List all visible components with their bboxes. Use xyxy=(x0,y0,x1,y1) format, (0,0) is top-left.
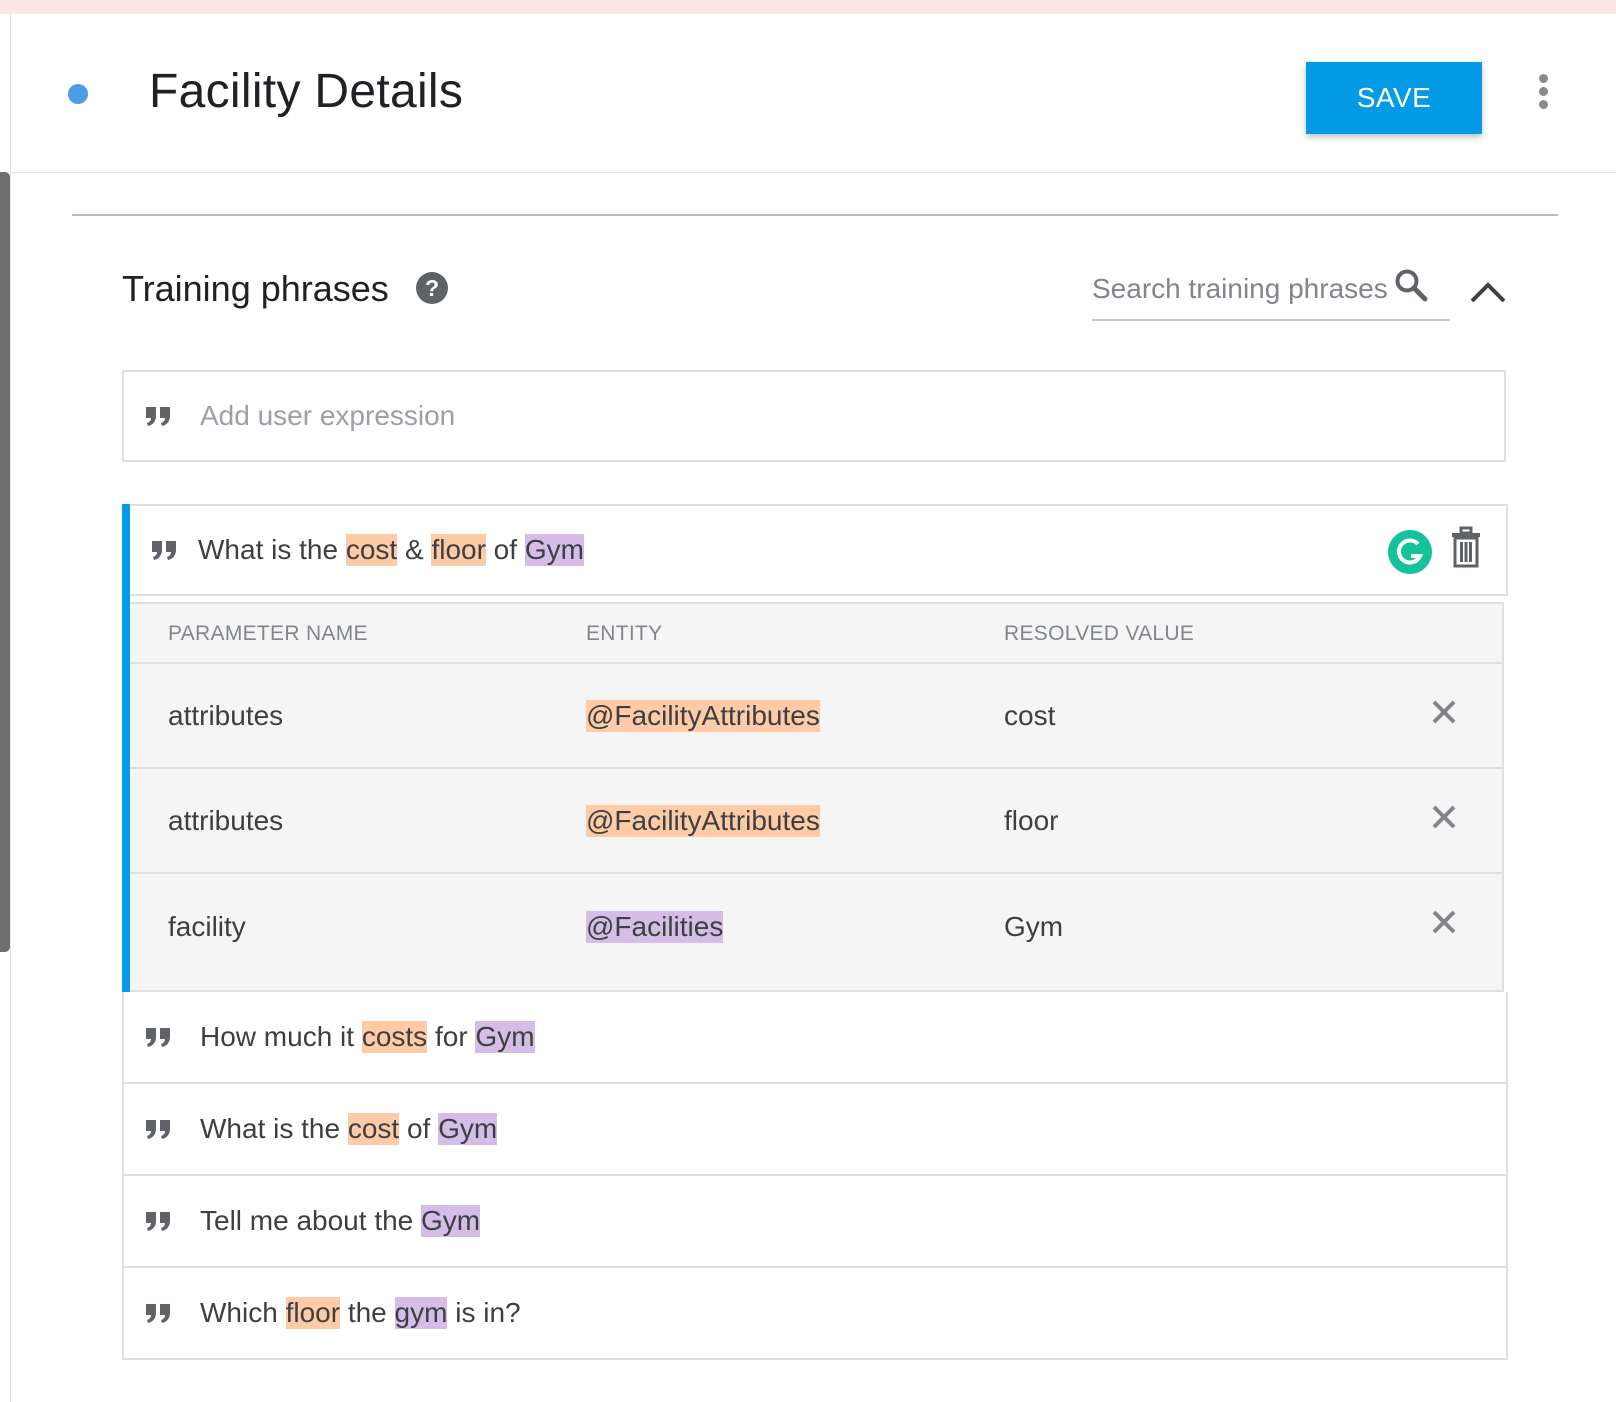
parameter-row: attributes @FacilityAttributes floor xyxy=(130,769,1502,874)
parameter-entity[interactable]: @FacilityAttributes xyxy=(586,664,820,767)
phrase-row[interactable]: How much it costs for Gym xyxy=(122,992,1508,1084)
phrase-segment: Tell me about the xyxy=(200,1205,422,1236)
annotation-facility[interactable]: Gym xyxy=(438,1113,498,1145)
page-title: Facility Details xyxy=(149,65,464,118)
parameter-row: attributes @FacilityAttributes cost xyxy=(130,664,1502,769)
selection-indicator xyxy=(122,504,130,992)
close-icon[interactable] xyxy=(1430,803,1458,831)
parameter-table-header: PARAMETER NAME ENTITY RESOLVED VALUE xyxy=(130,604,1502,664)
close-icon[interactable] xyxy=(1430,698,1458,726)
parameter-name[interactable]: attributes xyxy=(168,699,284,731)
resolved-value[interactable]: cost xyxy=(1004,699,1056,731)
parameter-row: facility @Facilities Gym xyxy=(130,874,1502,979)
phrase-segment: for xyxy=(427,1021,476,1052)
intent-header: Facility Details SAVE xyxy=(11,14,1616,173)
column-header-parameter-name: PARAMETER NAME xyxy=(168,622,368,645)
annotation-facility[interactable]: gym xyxy=(394,1297,448,1329)
phrase-text[interactable]: Tell me about the Gym xyxy=(200,1176,481,1266)
close-icon[interactable] xyxy=(1430,908,1458,936)
chevron-up-icon[interactable] xyxy=(1468,276,1508,306)
quote-icon xyxy=(144,1084,176,1174)
column-header-resolved-value: RESOLVED VALUE xyxy=(1004,622,1195,645)
phrase-text[interactable]: What is the cost & floor of Gym xyxy=(198,506,584,594)
quote-icon xyxy=(150,506,182,594)
phrase-row-selected[interactable]: What is the cost & floor of Gym xyxy=(130,504,1508,596)
annotation-facility-attribute[interactable]: floor xyxy=(285,1297,341,1329)
parameter-entity[interactable]: @Facilities xyxy=(586,874,724,979)
phrase-row[interactable]: Which floor the gym is in? xyxy=(122,1268,1508,1360)
entity-label[interactable]: @FacilityAttributes xyxy=(586,804,820,837)
save-button[interactable]: SAVE xyxy=(1306,62,1482,134)
resolved-value[interactable]: floor xyxy=(1004,804,1059,836)
phrase-text[interactable]: Which floor the gym is in? xyxy=(200,1268,521,1358)
annotation-facility-attribute[interactable]: floor xyxy=(431,534,486,566)
annotation-facility-attribute[interactable]: cost xyxy=(347,1113,400,1145)
phrase-segment: Which xyxy=(200,1297,286,1328)
selected-training-phrase: What is the cost & floor of Gym PARAMETE… xyxy=(122,504,1508,992)
trash-icon[interactable] xyxy=(1450,526,1482,568)
entity-label[interactable]: @Facilities xyxy=(586,910,724,943)
phrase-segment: the xyxy=(340,1297,395,1328)
quote-icon xyxy=(144,372,176,460)
resolved-value[interactable]: Gym xyxy=(1004,910,1064,942)
annotation-facility[interactable]: Gym xyxy=(524,534,584,566)
annotation-facility[interactable]: Gym xyxy=(475,1021,535,1053)
phrase-segment: What is the xyxy=(198,534,346,565)
parameter-table: PARAMETER NAME ENTITY RESOLVED VALUE att… xyxy=(130,602,1504,992)
quote-icon xyxy=(144,1176,176,1266)
add-user-expression xyxy=(122,370,1506,462)
left-border xyxy=(10,14,11,1402)
phrase-segment: What is the xyxy=(200,1113,348,1144)
column-header-entity: ENTITY xyxy=(586,622,663,645)
phrase-text[interactable]: How much it costs for Gym xyxy=(200,992,535,1082)
parameter-name[interactable]: facility xyxy=(168,910,246,942)
top-strip xyxy=(0,0,1616,14)
help-circle-icon[interactable]: ? xyxy=(416,272,448,304)
annotation-facility-attribute[interactable]: cost xyxy=(345,534,398,566)
phrase-segment: of xyxy=(399,1113,439,1144)
parameter-name[interactable]: attributes xyxy=(168,804,284,836)
search-icon[interactable] xyxy=(1394,268,1428,302)
annotation-facility[interactable]: Gym xyxy=(421,1205,481,1237)
parameter-entity[interactable]: @FacilityAttributes xyxy=(586,769,820,872)
grammarly-icon[interactable] xyxy=(1388,530,1432,574)
quote-icon xyxy=(144,1268,176,1358)
phrase-segment: of xyxy=(485,534,525,565)
search-training-phrases xyxy=(1092,262,1450,321)
training-phrases-title: Training phrases xyxy=(122,268,389,309)
phrase-segment: How much it xyxy=(200,1021,362,1052)
more-options-icon[interactable] xyxy=(1537,74,1549,110)
scrollbar[interactable] xyxy=(0,172,10,952)
phrase-segment: & xyxy=(397,534,432,565)
section-divider xyxy=(72,214,1558,216)
quote-icon xyxy=(144,992,176,1082)
status-dot xyxy=(68,84,88,104)
search-input[interactable] xyxy=(1092,270,1392,308)
entity-label[interactable]: @FacilityAttributes xyxy=(586,699,820,732)
phrase-segment: is in? xyxy=(447,1297,521,1328)
annotation-facility-attribute[interactable]: costs xyxy=(361,1021,428,1053)
phrase-row[interactable]: Tell me about the Gym xyxy=(122,1176,1508,1268)
add-expression-input[interactable] xyxy=(200,396,1400,436)
phrase-text[interactable]: What is the cost of Gym xyxy=(200,1084,498,1174)
phrase-row[interactable]: What is the cost of Gym xyxy=(122,1084,1508,1176)
